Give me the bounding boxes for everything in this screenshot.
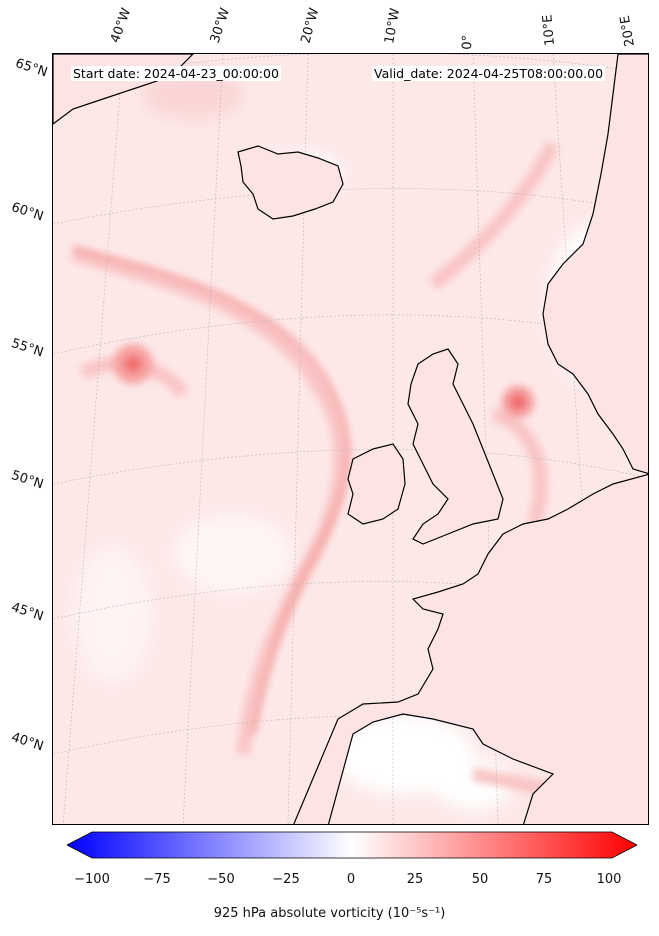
colorbar-tick: −100 xyxy=(74,872,110,887)
lon-label-20w: 20°W xyxy=(298,6,323,45)
colorbar-tick: 100 xyxy=(596,872,622,887)
lon-label-10e: 10°E xyxy=(540,13,558,47)
colorbar xyxy=(67,831,637,859)
colorbar-tick: −50 xyxy=(207,872,235,887)
lat-label-55n: 55°N xyxy=(9,336,46,361)
europe-coast xyxy=(293,473,648,824)
lon-label-30w: 30°W xyxy=(207,6,234,45)
lat-label-60n: 60°N xyxy=(9,200,46,225)
vorticity-map xyxy=(52,53,649,825)
colorbar-tick: −25 xyxy=(272,872,300,887)
colorbar-tick: 75 xyxy=(535,872,553,887)
valid-date-label: Valid_date: 2024-04-25T08:00:00.00 xyxy=(372,66,606,81)
map-canvas xyxy=(53,54,648,824)
lon-label-0: 0° xyxy=(460,34,476,50)
lon-label-20e: 20°E xyxy=(617,14,638,48)
colorbar-tick: −75 xyxy=(143,872,171,887)
coastlines xyxy=(53,54,648,824)
colorbar-tick: 50 xyxy=(471,872,489,887)
lon-label-10w: 10°W xyxy=(382,7,404,46)
scandinavia-coast xyxy=(542,54,648,475)
ireland-coast xyxy=(347,443,406,525)
lat-label-50n: 50°N xyxy=(9,468,46,493)
colorbar-tick: 0 xyxy=(346,872,356,887)
lat-label-45n: 45°N xyxy=(9,600,46,625)
iceland-coast xyxy=(237,145,344,220)
lat-label-40n: 40°N xyxy=(9,730,46,755)
start-date-label: Start date: 2024-04-23_00:00:00 xyxy=(71,66,281,81)
colorbar-tick: 25 xyxy=(406,872,424,887)
lon-label-40w: 40°W xyxy=(107,6,135,45)
great-britain-coast xyxy=(407,348,504,545)
lat-label-65n: 65°N xyxy=(13,56,50,81)
colorbar-gradient xyxy=(67,831,637,859)
frontal-band xyxy=(72,246,350,735)
colorbar-label: 925 hPa absolute vorticity (10⁻⁵s⁻¹) xyxy=(213,906,446,921)
